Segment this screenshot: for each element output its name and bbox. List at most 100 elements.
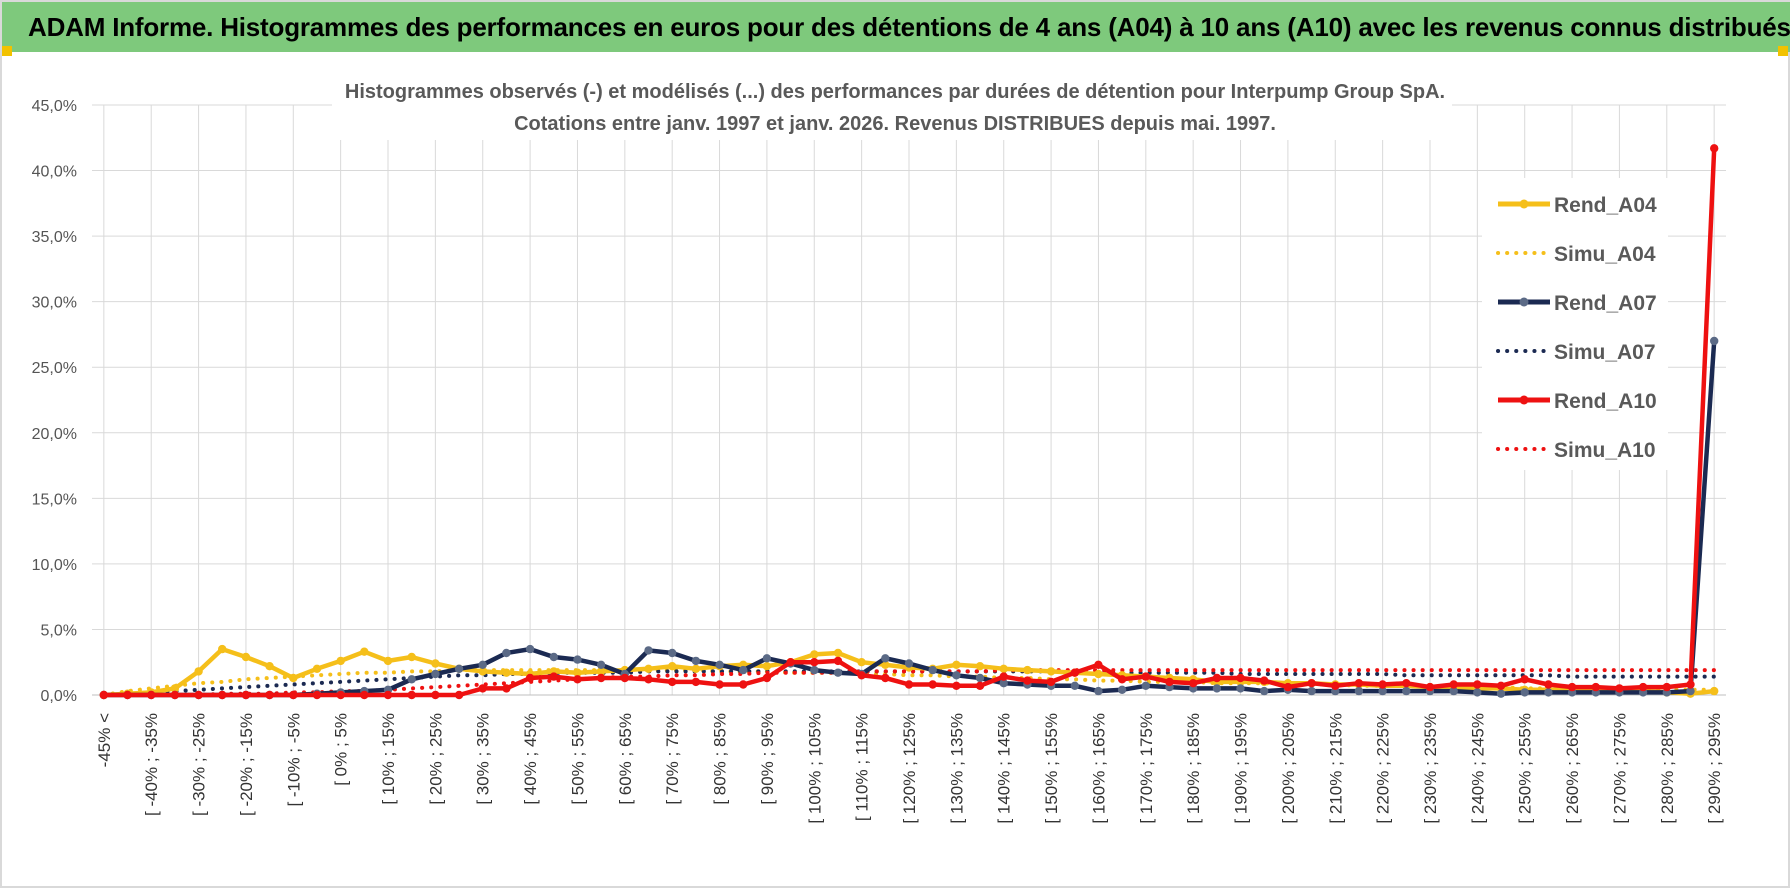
data-point-rend_a10 — [1260, 676, 1269, 685]
data-point-rend_a07 — [478, 660, 487, 669]
legend-label: Simu_A07 — [1554, 341, 1656, 364]
x-tick-label: [ 120% ; 125% — [900, 713, 919, 824]
data-point-rend_a10 — [289, 690, 298, 700]
data-point-rend_a10 — [549, 672, 558, 681]
data-point-rend_a07 — [999, 679, 1008, 688]
data-point-rend_a07 — [454, 664, 464, 673]
data-point-rend_a10 — [1496, 681, 1506, 690]
x-tick-label: [ 170% ; 175% — [1137, 713, 1156, 824]
y-tick-label: 5,0% — [41, 622, 77, 639]
legend-label: Rend_A10 — [1554, 390, 1657, 413]
data-point-rend_a04 — [502, 668, 511, 677]
data-point-rend_a10 — [1425, 682, 1435, 692]
data-point-rend_a04 — [762, 662, 772, 671]
x-tick-label: [ 160% ; 165% — [1089, 713, 1108, 824]
data-point-rend_a07 — [1449, 686, 1458, 696]
x-tick-label: [ 30% ; 35% — [474, 713, 493, 805]
data-point-rend_a07 — [1710, 336, 1719, 346]
x-tick-label: [ 270% ; 275% — [1610, 713, 1629, 824]
x-tick-label: [ -40% ; -35% — [142, 713, 161, 816]
data-point-rend_a10 — [478, 684, 487, 693]
title-banner: ADAM Informe. Histogrammes des performan… — [2, 2, 1790, 52]
data-point-rend_a10 — [1402, 679, 1411, 688]
x-tick-label: -45% < — [95, 713, 114, 767]
data-point-rend_a07 — [691, 656, 701, 666]
data-point-rend_a10 — [1591, 682, 1601, 692]
data-point-rend_a10 — [1662, 682, 1672, 692]
data-point-rend_a07 — [1117, 685, 1127, 694]
data-point-rend_a04 — [857, 658, 866, 667]
chart-title-line1: Histogrammes observés (-) et modélisés (… — [345, 81, 1445, 103]
data-point-rend_a04 — [691, 664, 701, 673]
x-tick-label: [ 240% ; 245% — [1468, 713, 1487, 824]
data-point-rend_a10 — [1686, 680, 1695, 689]
y-tick-label: 25,0% — [32, 360, 77, 377]
x-tick-label: [ 150% ; 155% — [1042, 713, 1061, 824]
data-point-rend_a07 — [1520, 688, 1529, 697]
data-point-rend_a07 — [549, 652, 558, 662]
data-point-rend_a07 — [1686, 686, 1695, 696]
x-tick-label: [ 50% ; 55% — [568, 713, 587, 805]
data-point-rend_a10 — [810, 658, 819, 667]
data-point-rend_a10 — [975, 681, 985, 690]
data-point-rend_a10 — [1638, 682, 1648, 692]
data-point-rend_a04 — [336, 656, 345, 666]
data-point-rend_a07 — [525, 644, 535, 654]
data-point-rend_a10 — [715, 680, 724, 689]
y-tick-label: 0,0% — [41, 688, 77, 705]
page-title: ADAM Informe. Histogrammes des performan… — [28, 12, 1790, 42]
data-point-rend_a07 — [1307, 686, 1316, 696]
x-tick-label: [ 260% ; 265% — [1563, 713, 1582, 824]
x-tick-label: [ -10% ; -5% — [284, 713, 303, 807]
data-point-rend_a04 — [241, 652, 251, 662]
x-tick-label: [ 220% ; 225% — [1374, 713, 1393, 824]
data-point-rend_a10 — [1307, 679, 1316, 688]
data-point-rend_a10 — [1473, 680, 1482, 689]
data-point-rend_a10 — [312, 690, 322, 700]
data-point-rend_a10 — [1117, 675, 1127, 684]
data-point-rend_a10 — [1046, 677, 1056, 687]
data-point-rend_a07 — [904, 659, 914, 668]
title-background — [332, 70, 1452, 140]
y-tick-label: 10,0% — [32, 557, 77, 574]
data-point-rend_a07 — [431, 669, 440, 679]
data-point-rend_a10 — [644, 675, 653, 684]
data-point-rend_a04 — [810, 650, 819, 659]
data-point-rend_a07 — [833, 668, 843, 677]
data-point-rend_a10 — [1023, 676, 1032, 685]
data-point-rend_a10 — [1615, 684, 1624, 693]
data-point-rend_a07 — [1473, 688, 1482, 697]
x-tick-label: [ 190% ; 195% — [1232, 713, 1251, 824]
data-point-rend_a07 — [881, 654, 890, 663]
data-point-rend_a04 — [975, 662, 985, 671]
data-point-rend_a10 — [833, 656, 843, 666]
x-tick-label: [ 250% ; 255% — [1516, 713, 1535, 824]
data-point-rend_a04 — [312, 664, 322, 673]
data-point-rend_a10 — [762, 673, 772, 683]
y-tick-label: 30,0% — [32, 295, 77, 312]
data-point-rend_a10 — [525, 673, 535, 683]
data-point-rend_a10 — [241, 690, 251, 700]
data-point-rend_a07 — [1236, 684, 1245, 693]
data-point-rend_a07 — [596, 660, 606, 669]
data-point-rend_a10 — [1331, 681, 1340, 690]
data-point-rend_a04 — [265, 662, 274, 671]
data-point-rend_a10 — [502, 684, 511, 693]
data-point-rend_a07 — [1402, 686, 1411, 696]
legend-label: Simu_A10 — [1554, 439, 1656, 462]
data-point-rend_a10 — [1544, 680, 1553, 689]
data-point-rend_a10 — [1354, 679, 1364, 688]
data-point-rend_a07 — [644, 646, 653, 655]
data-point-rend_a10 — [336, 690, 345, 700]
data-point-rend_a07 — [952, 671, 961, 680]
corner-accent — [1778, 46, 1788, 56]
data-point-rend_a07 — [1212, 684, 1222, 693]
data-point-rend_a04 — [1023, 665, 1032, 675]
data-point-rend_a04 — [833, 648, 843, 658]
data-point-rend_a07 — [1378, 686, 1387, 696]
data-point-rend_a04 — [668, 662, 677, 671]
data-point-rend_a04 — [289, 673, 298, 683]
data-point-rend_a10 — [1710, 144, 1719, 153]
x-tick-label: [ 290% ; 295% — [1705, 713, 1724, 824]
data-point-rend_a10 — [265, 690, 274, 700]
